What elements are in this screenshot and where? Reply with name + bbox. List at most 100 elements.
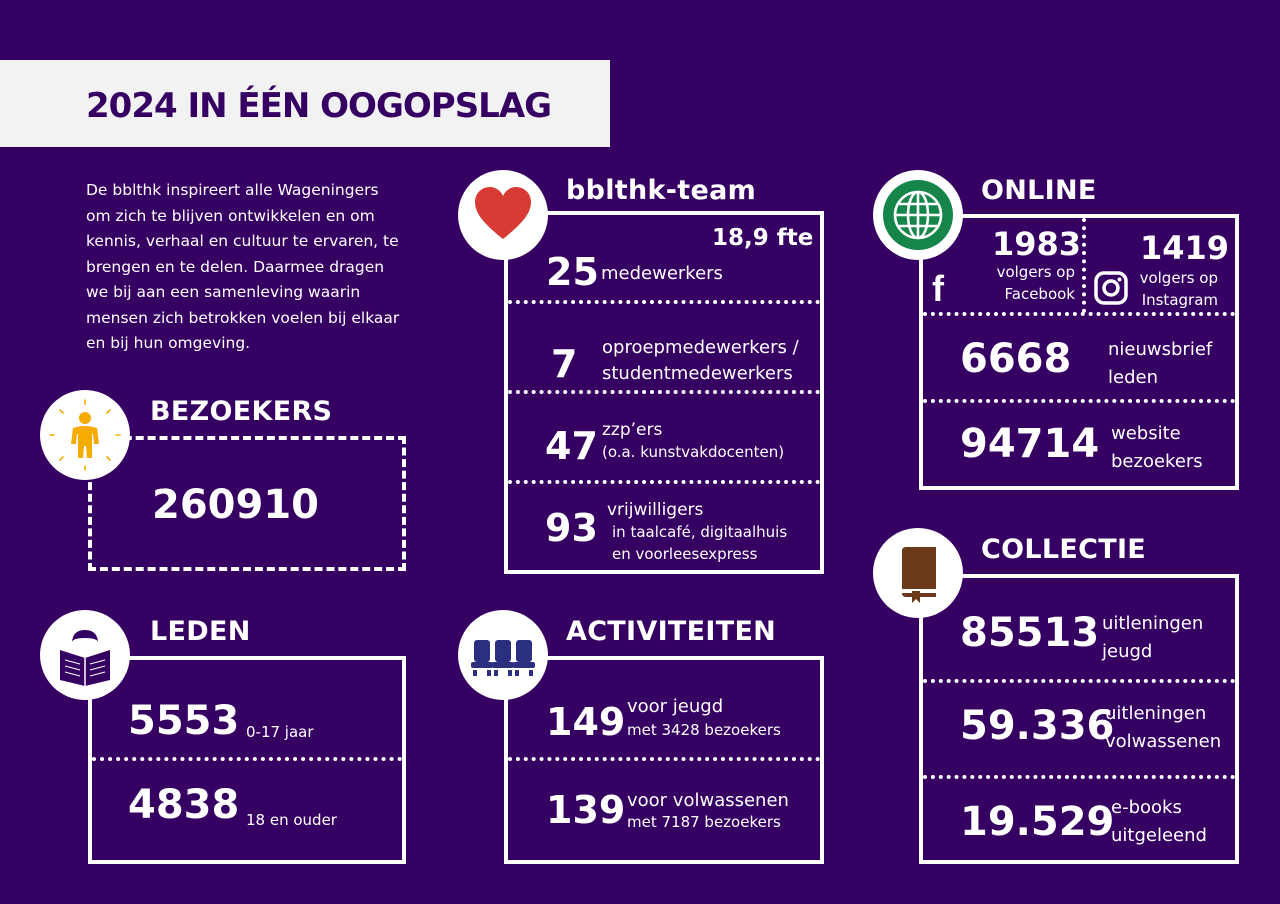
- collectie-value: 85513: [960, 610, 1100, 656]
- divider: [923, 312, 1235, 316]
- leden-label: 0-17 jaar: [246, 723, 314, 741]
- online-label: nieuwsbrief leden: [1108, 336, 1212, 392]
- person-icon: [49, 399, 121, 471]
- team-label: zzp’ers: [602, 420, 663, 440]
- team-value: 47: [545, 424, 598, 468]
- team-box: [504, 211, 824, 574]
- intro-line: brengen en te delen. Daarmee dragen: [86, 257, 385, 276]
- team-label-line: oproepmedewerkers /: [602, 337, 799, 358]
- collectie-label-line: volwassenen: [1105, 731, 1222, 752]
- divider: [508, 757, 820, 761]
- activiteiten-value: 149: [546, 700, 626, 744]
- intro-line: om zich te blijven ontwikkelen en om: [86, 206, 375, 225]
- team-value: 25: [546, 250, 599, 294]
- collectie-label: uitleningen volwassenen: [1105, 700, 1221, 756]
- instagram-label-line: Instagram: [1141, 291, 1218, 309]
- bezoekers-icon-circle: [40, 390, 130, 480]
- divider: [92, 757, 402, 761]
- book-icon: [902, 547, 936, 603]
- online-value: 94714: [960, 421, 1100, 467]
- activiteiten-icon-circle: [458, 610, 548, 700]
- title-banner: [0, 60, 610, 147]
- globe-icon: [883, 180, 953, 250]
- page-title: 2024 IN ÉÉN OOGOPSLAG: [86, 86, 552, 126]
- divider: [923, 679, 1235, 683]
- leden-value: 5553: [128, 698, 240, 744]
- activiteiten-heading: ACTIVITEITEN: [566, 616, 777, 647]
- activiteiten-box: [504, 656, 824, 864]
- bezoekers-heading: BEZOEKERS: [150, 396, 333, 427]
- team-label: medewerkers: [601, 263, 723, 284]
- online-heading: ONLINE: [981, 175, 1097, 206]
- team-label: in taalcafé, digitaalhuis en voorleesexp…: [612, 521, 787, 565]
- online-box: [919, 214, 1239, 490]
- intro-line: we bij aan een samenleving waarin: [86, 283, 361, 301]
- instagram-label-line: volgers op: [1139, 269, 1218, 287]
- team-fte: 18,9 fte: [712, 225, 814, 251]
- collectie-label: uitleningen jeugd: [1102, 610, 1203, 666]
- collectie-label-line: uitleningen: [1105, 703, 1207, 724]
- reader-icon: [60, 630, 110, 686]
- activiteiten-label: voor volwassenen: [627, 790, 789, 811]
- intro-line: kennis, verhaal en cultuur te ervaren, t…: [86, 232, 399, 250]
- intro-line: De bblthk inspireert alle Wageningers: [86, 181, 379, 199]
- intro-line: mensen zich betrokken voelen bij elkaar: [86, 308, 400, 327]
- intro-text: De bblthk inspireert alle Wageningers om…: [86, 178, 446, 357]
- heart-icon: [475, 187, 531, 239]
- divider: [508, 300, 820, 304]
- divider: [923, 399, 1235, 403]
- instagram-icon: [1094, 271, 1128, 305]
- activiteiten-value: 139: [546, 788, 626, 832]
- bezoekers-box: [88, 436, 406, 571]
- collectie-label: e-books uitgeleend: [1111, 794, 1207, 850]
- collectie-value: 19.529: [960, 799, 1115, 845]
- activiteiten-label: met 3428 bezoekers: [627, 721, 781, 739]
- divider: [923, 775, 1235, 779]
- facebook-label-line: volgers op: [996, 263, 1075, 281]
- activiteiten-label: voor jeugd: [627, 696, 724, 717]
- activiteiten-label: met 7187 bezoekers: [627, 813, 781, 831]
- leden-value: 4838: [128, 782, 240, 828]
- team-icon-circle: [458, 170, 548, 260]
- team-label: oproepmedewerkers / studentmedewerkers: [602, 335, 799, 387]
- leden-icon-circle: [40, 610, 130, 700]
- team-label: vrijwilligers: [607, 500, 704, 520]
- collectie-icon-circle: [873, 528, 963, 618]
- instagram-value: 1419: [1140, 229, 1230, 267]
- team-label-line: studentmedewerkers: [602, 363, 793, 384]
- intro-line: en bij hun omgeving.: [86, 334, 251, 352]
- team-label-line: en voorleesexpress: [612, 545, 758, 563]
- divider: [508, 480, 820, 484]
- collectie-label-line: jeugd: [1102, 641, 1153, 662]
- divider: [508, 390, 820, 394]
- team-label-line: in taalcafé, digitaalhuis: [612, 523, 788, 541]
- online-value: 6668: [960, 336, 1072, 382]
- collectie-label-line: uitgeleend: [1111, 825, 1207, 846]
- collectie-value: 59.336: [960, 703, 1115, 749]
- team-value: 93: [545, 506, 598, 550]
- leden-box: [88, 656, 406, 864]
- facebook-label-line: Facebook: [1004, 285, 1075, 303]
- collectie-label-line: uitleningen: [1102, 613, 1204, 634]
- facebook-icon: f: [932, 268, 944, 309]
- online-label-line: bezoekers: [1111, 451, 1203, 472]
- collectie-box: [919, 574, 1239, 864]
- facebook-label: volgers op Facebook: [975, 261, 1075, 305]
- online-label-line: nieuwsbrief: [1108, 339, 1213, 360]
- online-icon-circle: [873, 170, 963, 260]
- team-label: (o.a. kunstvakdocenten): [602, 443, 785, 461]
- team-value: 7: [551, 342, 578, 386]
- instagram-label: volgers op Instagram: [1120, 267, 1218, 311]
- online-label: website bezoekers: [1111, 420, 1203, 476]
- bezoekers-value: 260910: [152, 482, 319, 528]
- leden-heading: LEDEN: [150, 616, 251, 647]
- team-heading: bblthk-team: [566, 175, 757, 206]
- online-label-line: website: [1111, 423, 1181, 444]
- online-label-line: leden: [1108, 367, 1158, 388]
- divider: [1082, 218, 1086, 313]
- seats-icon: [471, 640, 535, 676]
- facebook-value: 1983: [992, 225, 1082, 263]
- collectie-heading: COLLECTIE: [981, 534, 1147, 565]
- leden-label: 18 en ouder: [246, 811, 337, 829]
- collectie-label-line: e-books: [1111, 797, 1182, 818]
